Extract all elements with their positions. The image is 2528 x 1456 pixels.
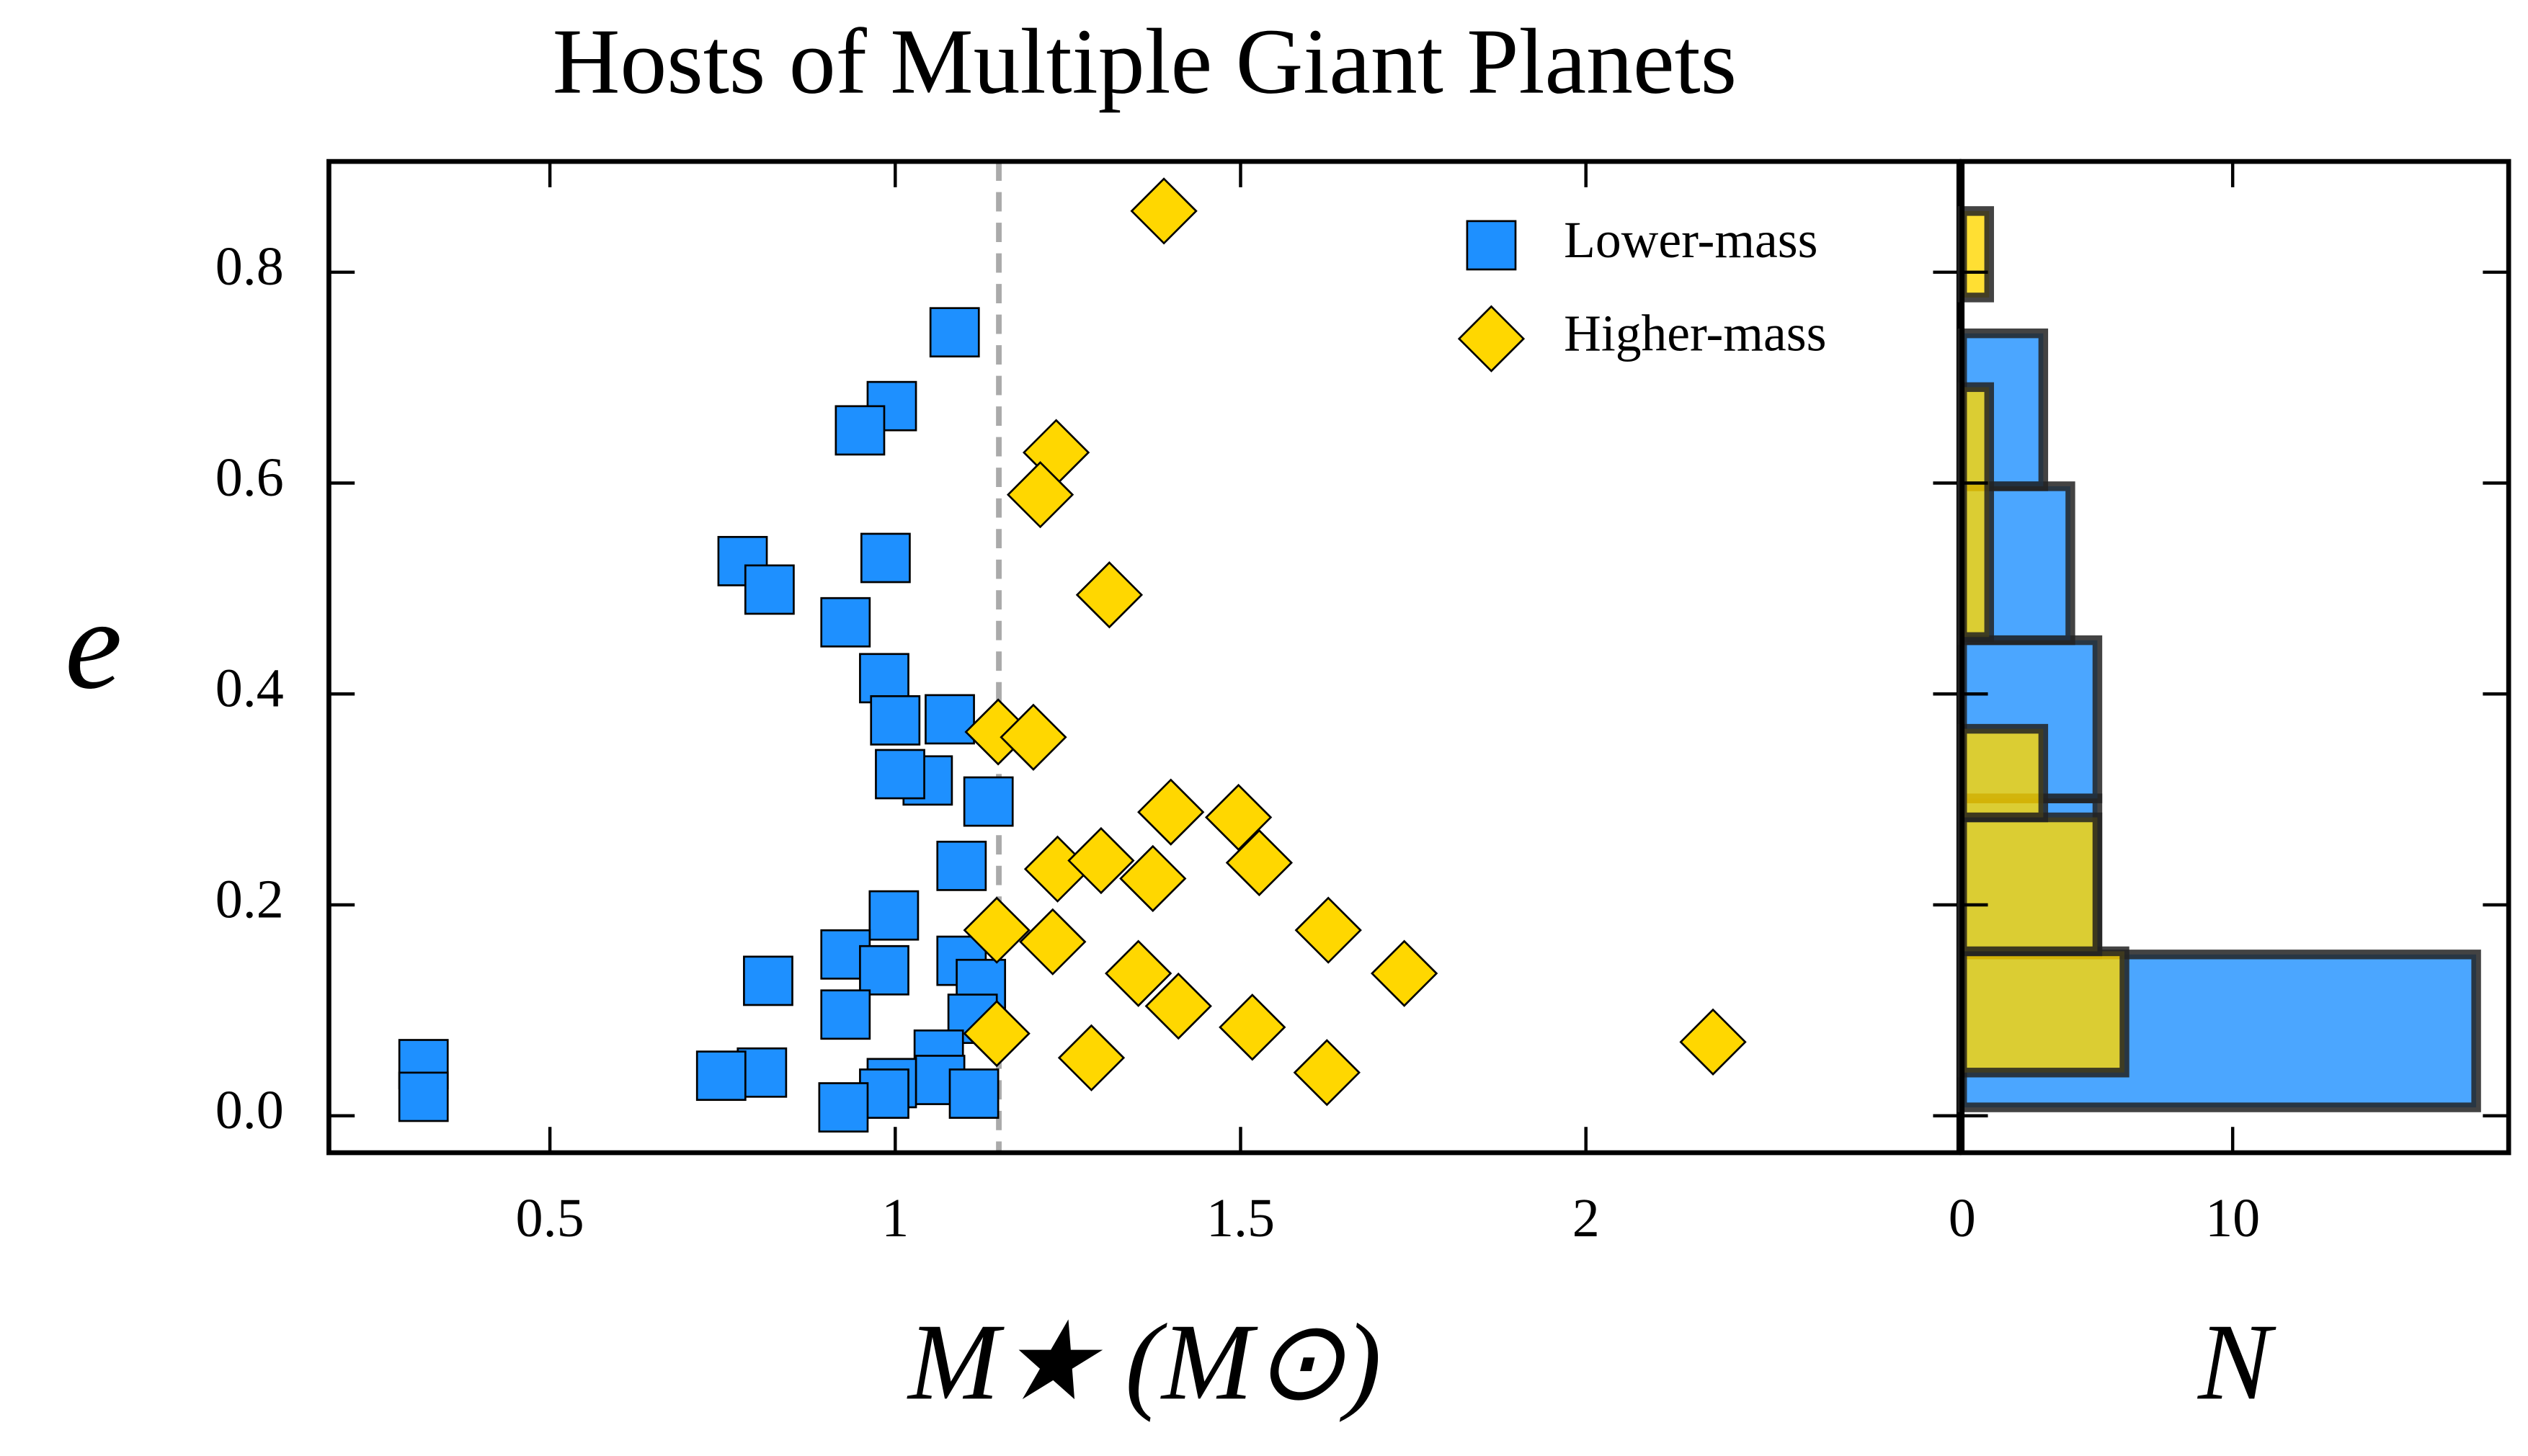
diamond-marker <box>1371 939 1438 1007</box>
diamond-marker <box>1130 177 1198 245</box>
legend-marker <box>1457 305 1526 372</box>
diamond-marker <box>963 999 1031 1068</box>
square-marker <box>744 564 795 615</box>
square-marker <box>870 694 921 746</box>
diamond-marker <box>1219 993 1286 1061</box>
diamond-marker <box>1119 844 1187 913</box>
diamond-marker <box>1019 908 1087 975</box>
diamond-marker <box>1075 561 1144 629</box>
hist-bar <box>1957 946 2129 1078</box>
plot-frame <box>1959 158 2511 1156</box>
chart-title: Hosts of Multiple Giant Planets <box>553 10 1737 114</box>
diamond-marker <box>1679 1008 1747 1076</box>
square-marker <box>963 776 1014 827</box>
square-marker <box>875 749 925 800</box>
x-tick-label: 0 <box>1949 1188 1976 1249</box>
square-marker <box>820 989 871 1040</box>
diamond-marker <box>1294 896 1362 964</box>
square-marker <box>398 1071 449 1122</box>
y-tick-label: 0.6 <box>215 447 284 508</box>
hist-bar <box>1957 206 1994 303</box>
y-axis-label: e <box>65 573 122 715</box>
x-tick-label: 1 <box>881 1188 909 1249</box>
square-marker <box>929 307 980 358</box>
square-marker <box>834 405 886 456</box>
diamond-marker <box>1204 783 1273 852</box>
diamond-marker <box>1105 939 1172 1007</box>
x-tick-label: 0.5 <box>516 1188 584 1249</box>
x-tick-label: 10 <box>2205 1188 2260 1249</box>
hist-x-axis-label: N <box>2197 1300 2276 1422</box>
x-tick-label: 2 <box>1572 1188 1600 1249</box>
square-marker <box>695 1050 747 1102</box>
diamond-marker <box>1067 826 1135 895</box>
hist-bar <box>1957 723 2049 823</box>
y-tick-label: 0.4 <box>215 658 284 719</box>
square-marker <box>859 653 909 704</box>
y-tick-label: 0.2 <box>215 869 284 929</box>
hist-bar <box>1957 812 2103 957</box>
legend-label: Lower-mass <box>1564 212 1817 269</box>
square-marker <box>936 840 987 891</box>
diamond-marker <box>1057 1024 1126 1091</box>
square-marker <box>948 1068 1000 1119</box>
diamond-marker <box>1225 829 1294 897</box>
square-marker <box>868 890 920 941</box>
x-axis-label: M★ (M⊙) <box>907 1300 1381 1422</box>
x-tick-label: 1.5 <box>1206 1188 1275 1249</box>
y-tick-label: 0.8 <box>215 236 284 297</box>
diamond-marker <box>1293 1039 1361 1107</box>
square-marker <box>859 944 909 996</box>
square-marker <box>860 532 911 584</box>
diamond-marker <box>1144 972 1212 1040</box>
legend-marker <box>1466 220 1517 271</box>
diamond-marker <box>963 896 1031 964</box>
diamond-marker <box>1006 461 1074 529</box>
y-tick-label: 0.0 <box>215 1080 284 1140</box>
hist-bar <box>1957 382 1994 642</box>
square-marker <box>818 1082 869 1133</box>
square-marker <box>925 694 975 745</box>
square-marker <box>820 597 871 648</box>
diamond-marker <box>1000 703 1067 771</box>
diamond-marker <box>1137 778 1205 846</box>
square-marker <box>743 955 793 1006</box>
legend-label: Higher-mass <box>1564 305 1826 362</box>
